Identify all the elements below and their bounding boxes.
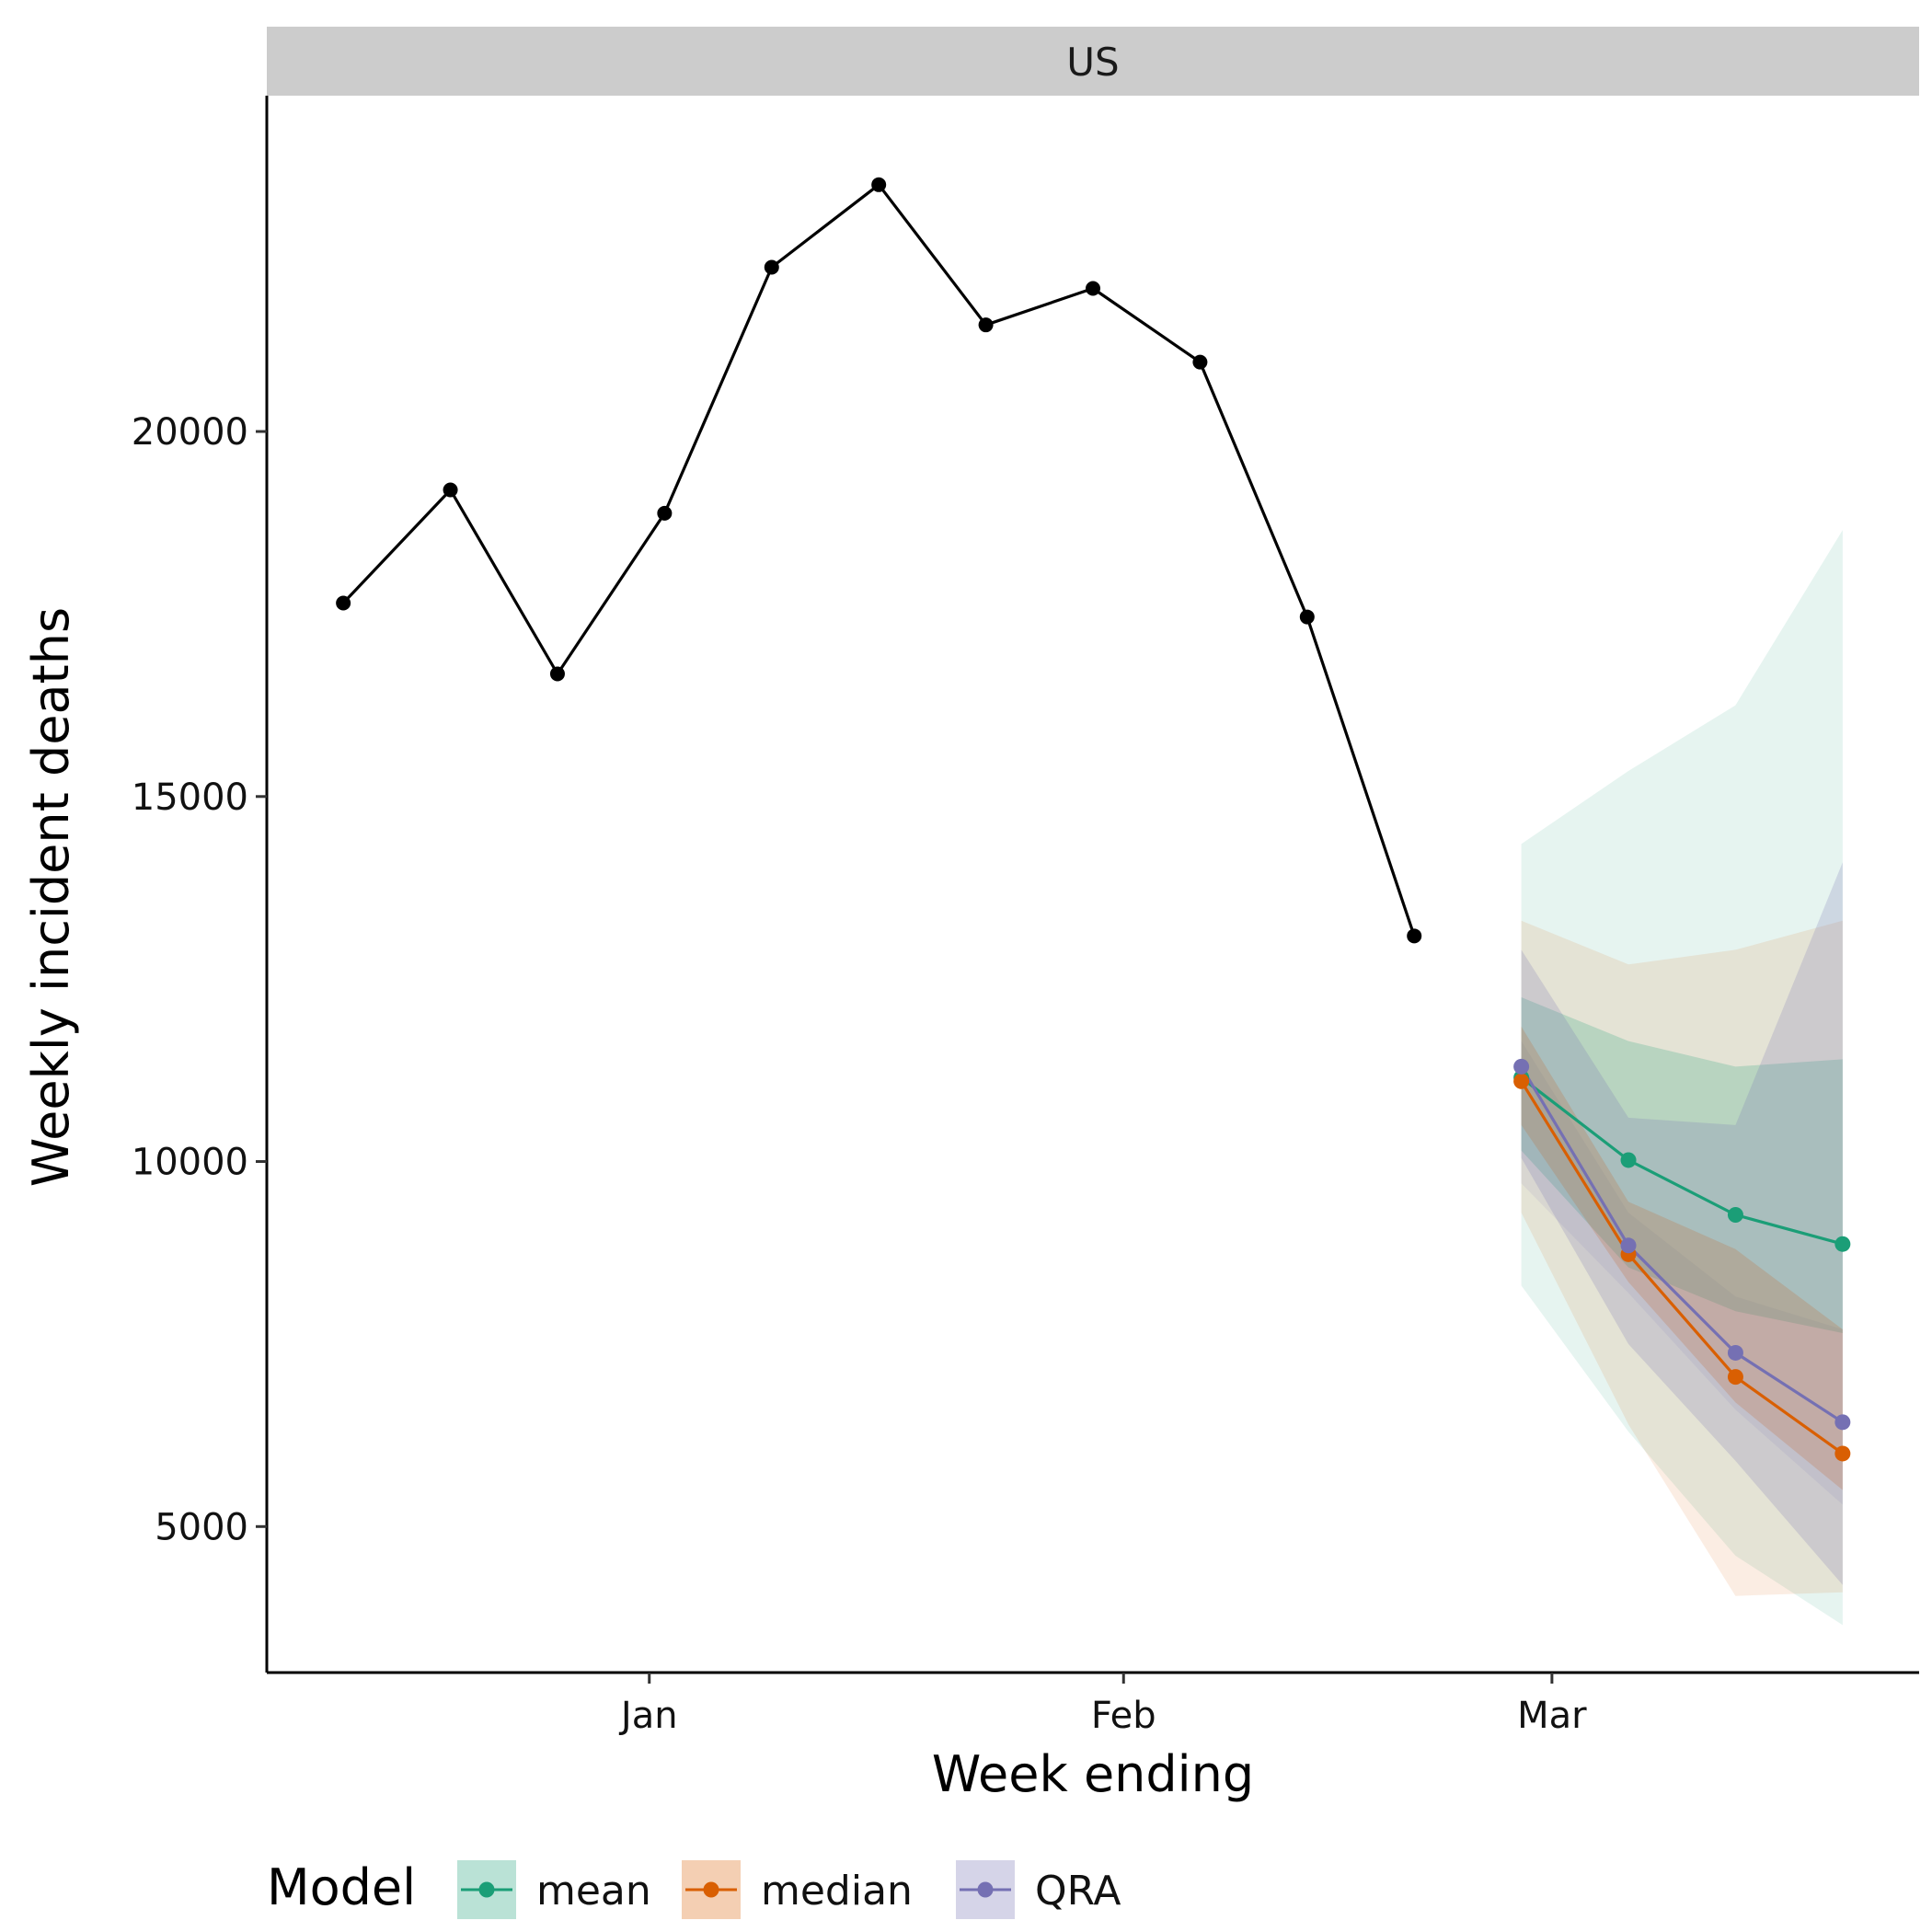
observed-point: [1407, 928, 1422, 944]
y-axis-title: Weekly incident deaths: [22, 607, 80, 1187]
band-inner-mean: [1521, 997, 1843, 1333]
x-tick-label: Jan: [618, 1695, 678, 1737]
x-axis-title: Week ending: [932, 1745, 1254, 1803]
y-tick-label: 20000: [132, 411, 248, 454]
legend: mean median QRA: [457, 1860, 1121, 1919]
observed-point: [1086, 281, 1100, 296]
legend-title: Model: [267, 1858, 416, 1916]
observed-point: [657, 505, 673, 521]
legend-label-median: median: [761, 1868, 913, 1915]
series-point-qra: [1513, 1058, 1530, 1075]
observed-point: [336, 595, 351, 611]
series-point-mean: [1620, 1152, 1637, 1168]
observed-point: [1299, 609, 1315, 625]
series-line-mean: [1520, 1076, 1844, 1246]
legend-label-mean: mean: [536, 1868, 651, 1915]
band-inner-qra: [1521, 862, 1843, 1585]
observed-point: [549, 666, 565, 682]
series-point-mean: [1727, 1206, 1743, 1223]
x-tick-label: Mar: [1517, 1695, 1587, 1737]
y-tick-label: 10000: [132, 1142, 248, 1184]
uncertainty-bands: [1521, 530, 1843, 1626]
observed-point: [978, 317, 994, 333]
facet-label: US: [1066, 40, 1119, 85]
series-line-median: [1520, 1080, 1844, 1455]
legend-key-point: [977, 1881, 994, 1898]
observed-point: [443, 482, 458, 498]
legend-key-point: [703, 1881, 719, 1898]
legend-key-point: [478, 1881, 495, 1898]
series-point-median: [1727, 1369, 1743, 1386]
band-outer-mean: [1521, 530, 1843, 1626]
observed-point: [871, 177, 887, 192]
series-points: [336, 177, 1851, 1462]
series-point-qra: [1834, 1414, 1851, 1431]
band-inner-median: [1521, 1026, 1843, 1490]
y-tick-label: 15000: [132, 776, 248, 819]
x-tick-label: Feb: [1091, 1695, 1156, 1737]
observed-point: [764, 259, 779, 275]
series-point-median: [1834, 1445, 1851, 1462]
y-axis-ticks: 5000 10000 15000 20000: [132, 411, 267, 1548]
band-outer-median: [1521, 920, 1843, 1596]
series-point-qra: [1727, 1344, 1743, 1361]
band-outer-qra: [1521, 1041, 1843, 1505]
x-axis-ticks: Jan Feb Mar: [618, 1673, 1587, 1737]
observed-point: [1192, 354, 1208, 370]
series-point-median: [1513, 1073, 1530, 1089]
series-line-qra: [1520, 1065, 1844, 1424]
legend-label-qra: QRA: [1035, 1868, 1121, 1915]
series-point-qra: [1620, 1237, 1637, 1254]
series-point-mean: [1834, 1236, 1851, 1252]
y-tick-label: 5000: [155, 1506, 248, 1548]
facet-strip: [267, 27, 1919, 96]
